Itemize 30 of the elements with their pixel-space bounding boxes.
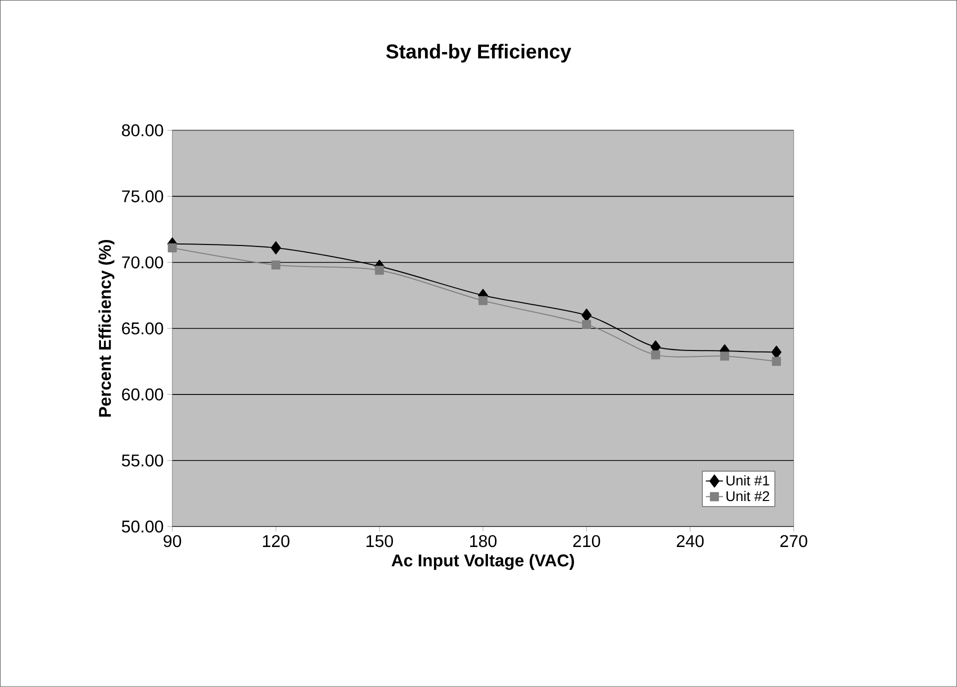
y-tick-label: 80.00 bbox=[122, 124, 164, 136]
y-tick-label: 70.00 bbox=[122, 256, 164, 268]
point bbox=[582, 320, 592, 330]
x-tick-label: 90 bbox=[164, 535, 182, 548]
x-tick-label: 150 bbox=[366, 535, 393, 548]
x-tick-label: 270 bbox=[780, 535, 808, 548]
y-tick-label: 50.00 bbox=[122, 520, 164, 533]
chart-title: Stand-by Efficiency bbox=[386, 44, 572, 63]
legend-label: Unit #2 bbox=[726, 490, 770, 502]
x-axis-title: Ac Input Voltage (VAC) bbox=[392, 554, 574, 570]
point bbox=[771, 346, 782, 359]
y-axis-title: Percent Efficiency (%) bbox=[98, 240, 114, 417]
y-tick-label: 55.00 bbox=[122, 454, 164, 467]
y-tick-label: 60.00 bbox=[122, 388, 164, 401]
point bbox=[582, 308, 592, 322]
point bbox=[720, 352, 730, 361]
x-tick-label: 180 bbox=[470, 535, 497, 548]
x-tick-label: 240 bbox=[676, 535, 704, 548]
x-tick-label: 120 bbox=[262, 535, 290, 548]
point bbox=[271, 260, 280, 270]
point bbox=[270, 241, 281, 254]
point bbox=[374, 266, 384, 275]
point bbox=[478, 296, 488, 306]
point bbox=[772, 357, 781, 366]
point bbox=[168, 243, 177, 252]
x-tick-label: 210 bbox=[573, 535, 600, 548]
y-tick-label: 75.00 bbox=[122, 190, 164, 202]
y-tick-label: 65.00 bbox=[122, 322, 164, 335]
legend-label: Unit #1 bbox=[726, 475, 770, 486]
point bbox=[651, 350, 660, 360]
